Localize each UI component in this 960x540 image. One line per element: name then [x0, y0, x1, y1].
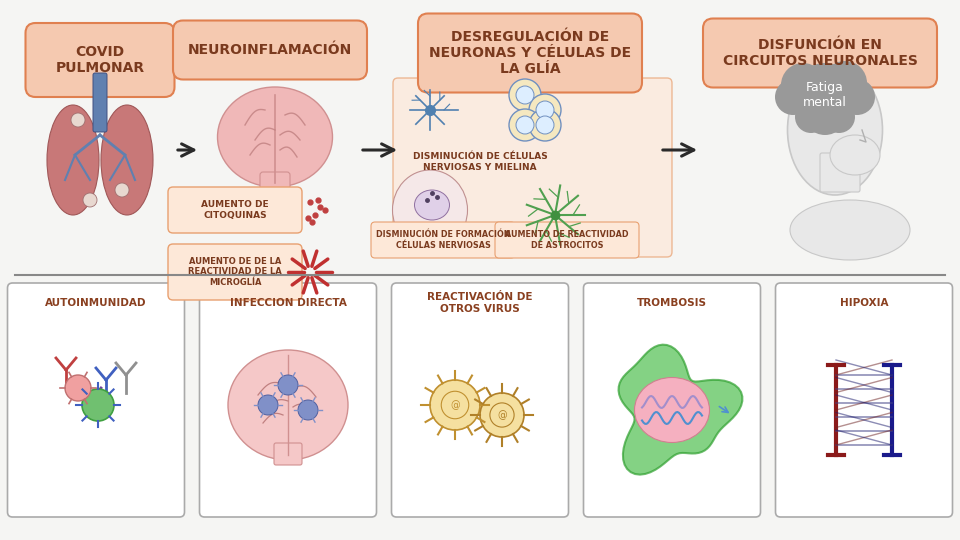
Circle shape [430, 380, 480, 430]
Circle shape [775, 79, 811, 115]
FancyBboxPatch shape [418, 14, 642, 92]
Circle shape [298, 400, 318, 420]
Circle shape [536, 116, 554, 134]
Text: DESREGULACIÓN DE
NEURONAS Y CÉLULAS DE
LA GLÍA: DESREGULACIÓN DE NEURONAS Y CÉLULAS DE L… [429, 30, 631, 76]
Ellipse shape [218, 87, 332, 187]
FancyBboxPatch shape [820, 153, 860, 192]
Ellipse shape [101, 105, 153, 215]
Ellipse shape [415, 190, 449, 220]
Circle shape [71, 113, 85, 127]
Ellipse shape [228, 350, 348, 460]
Text: AUTOINMUNIDAD: AUTOINMUNIDAD [45, 298, 147, 308]
Text: COVID
PULMONAR: COVID PULMONAR [56, 45, 145, 75]
Circle shape [509, 79, 541, 111]
Text: REACTIVACIÓN DE
OTROS VIRUS: REACTIVACIÓN DE OTROS VIRUS [427, 292, 533, 314]
FancyBboxPatch shape [495, 222, 639, 258]
Circle shape [536, 101, 554, 119]
Text: DISMINUCIÓN DE FORMACIÓN
CÉLULAS NERVIOSAS: DISMINUCIÓN DE FORMACIÓN CÉLULAS NERVIOS… [375, 230, 511, 249]
Text: NEUROINFLAMACIÓN: NEUROINFLAMACIÓN [188, 43, 352, 57]
Ellipse shape [787, 65, 882, 195]
FancyBboxPatch shape [392, 283, 568, 517]
FancyBboxPatch shape [393, 78, 672, 257]
Ellipse shape [47, 105, 99, 215]
Circle shape [823, 101, 855, 133]
FancyBboxPatch shape [200, 283, 376, 517]
Circle shape [516, 86, 534, 104]
Circle shape [781, 63, 825, 107]
Circle shape [83, 193, 97, 207]
Circle shape [278, 375, 298, 395]
FancyBboxPatch shape [260, 172, 290, 198]
FancyBboxPatch shape [776, 283, 952, 517]
FancyBboxPatch shape [173, 21, 367, 79]
Circle shape [793, 63, 857, 127]
Circle shape [258, 395, 278, 415]
Text: AUMENTO DE REACTIVIDAD
DE ASTROCITOS: AUMENTO DE REACTIVIDAD DE ASTROCITOS [505, 230, 629, 249]
Circle shape [509, 109, 541, 141]
FancyBboxPatch shape [274, 443, 302, 465]
Ellipse shape [830, 135, 880, 175]
Circle shape [516, 116, 534, 134]
Text: Fatiga
mental: Fatiga mental [804, 81, 847, 109]
Circle shape [480, 393, 524, 437]
Circle shape [115, 183, 129, 197]
Text: @: @ [497, 410, 507, 420]
FancyBboxPatch shape [8, 283, 184, 517]
FancyBboxPatch shape [26, 23, 175, 97]
Circle shape [529, 109, 561, 141]
FancyBboxPatch shape [703, 18, 937, 87]
Circle shape [529, 94, 561, 126]
FancyBboxPatch shape [584, 283, 760, 517]
Text: @: @ [450, 400, 460, 410]
Ellipse shape [635, 377, 709, 442]
Circle shape [795, 101, 827, 133]
Text: DISFUNCIÓN EN
CIRCUITOS NEURONALES: DISFUNCIÓN EN CIRCUITOS NEURONALES [723, 38, 918, 68]
Ellipse shape [393, 170, 468, 250]
Text: TROMBOSIS: TROMBOSIS [637, 298, 707, 308]
Text: DISMINUCIÓN DE CÉLULAS
NERVIOSAS Y MIELINA: DISMINUCIÓN DE CÉLULAS NERVIOSAS Y MIELI… [413, 152, 547, 172]
Circle shape [823, 61, 867, 105]
Circle shape [65, 375, 91, 401]
Text: INFECCION DIRECTA: INFECCION DIRECTA [229, 298, 347, 308]
Text: AUMENTO DE
CITOQUINAS: AUMENTO DE CITOQUINAS [202, 200, 269, 220]
FancyBboxPatch shape [168, 244, 302, 300]
Circle shape [839, 79, 875, 115]
Circle shape [82, 389, 114, 421]
Polygon shape [618, 345, 742, 475]
FancyBboxPatch shape [93, 73, 107, 132]
Ellipse shape [790, 200, 910, 260]
FancyBboxPatch shape [168, 187, 302, 233]
FancyBboxPatch shape [371, 222, 515, 258]
Text: AUMENTO DE DE LA
REACTIVIDAD DE LA
MICROGLÍA: AUMENTO DE DE LA REACTIVIDAD DE LA MICRO… [188, 257, 282, 287]
Circle shape [803, 91, 847, 135]
Text: HIPOXIA: HIPOXIA [840, 298, 888, 308]
